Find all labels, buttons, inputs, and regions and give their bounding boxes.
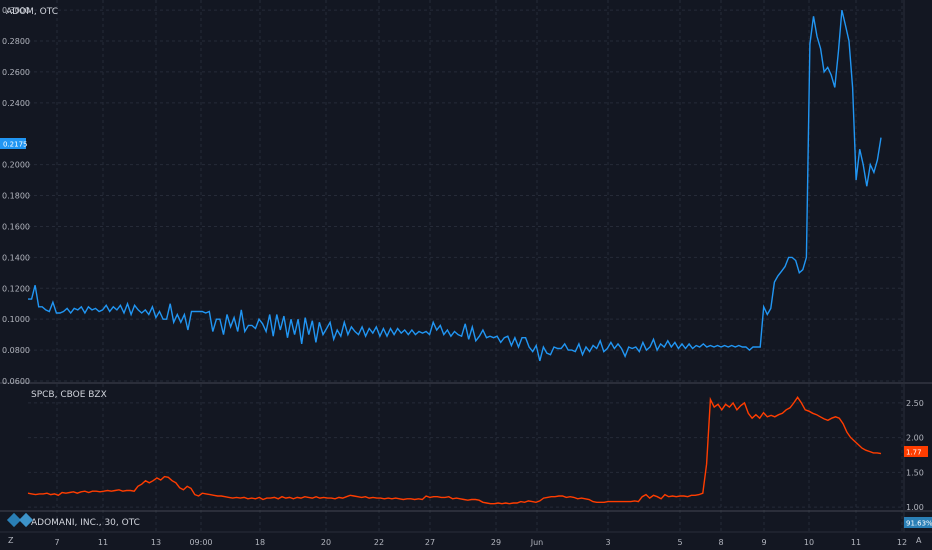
x-tick-label: 29 [491,538,501,547]
adom-y-tick-label: 0.2600 [2,68,30,77]
x-tick-label: 11 [851,538,861,547]
spcb-last-price-badge: 1.77 [904,446,928,457]
adom-price-line[interactable] [28,9,882,362]
adomani-logo-icon [6,512,22,528]
adom-last-price-badge: 0.2175 [0,138,28,149]
time-axis[interactable]: 7 11 13 09:00 18 20 22 27 29 Jun 3 5 8 9 10 11 12 [54,538,907,547]
adom-y-tick-label: 0.1600 [2,222,30,231]
x-tick-label: 22 [374,538,384,547]
adom-y-tick-label: 0.2400 [2,99,30,108]
adom-y-tick-label: 0.2000 [2,161,30,170]
spcb-y-tick-label: 2.50 [906,399,924,408]
x-tick-label: 3 [605,538,610,547]
spcb-pane-title: SPCB, CBOE BZX [31,390,107,400]
svg-text:0.2175: 0.2175 [3,141,28,149]
adom-y-tick-label: 0.1000 [2,315,30,324]
x-tick-label: 27 [425,538,435,547]
spcb-y-tick-label: 1.50 [906,468,924,477]
spcb-y-tick-label: 1.00 [906,503,924,512]
adomani-pane-title: ADOMANI, INC., 30, OTC [31,518,140,528]
zoom-icon[interactable]: Z [8,536,14,545]
x-tick-label: 13 [151,538,161,547]
adom-y-tick-label: 0.0600 [2,377,30,386]
x-tick-label: 7 [54,538,59,547]
x-tick-label: 12 [897,538,907,547]
adom-y-tick-label: 0.2800 [2,37,30,46]
svg-text:1.77: 1.77 [906,449,922,457]
adom-price-axis[interactable]: 0.0600 0.0800 0.1000 0.1200 0.1400 0.1600 0.18… [2,6,30,386]
x-tick-label: 9 [761,538,766,547]
auto-scale-icon[interactable]: A [916,536,922,545]
grid-lines [28,0,904,532]
x-tick-label: 5 [677,538,682,547]
adomani-last-value-badge: 91.63% [904,517,932,528]
x-tick-label: 10 [804,538,814,547]
adom-y-tick-label: 0.3000 [2,6,30,15]
x-tick-label: 09:00 [189,538,212,547]
spcb-price-line[interactable] [27,396,882,505]
adom-y-tick-label: 0.1800 [2,192,30,201]
adom-pane-title: ADOM, OTC [6,7,58,17]
adom-y-tick-label: 0.1200 [2,284,30,293]
adom-y-tick-label: 0.0800 [2,346,30,355]
x-tick-label: 20 [321,538,331,547]
spcb-price-axis[interactable]: 1.00 1.50 2.00 2.50 [906,399,924,512]
x-tick-label: 11 [98,538,108,547]
adom-y-tick-label: 0.1400 [2,253,30,262]
spcb-y-tick-label: 2.00 [906,434,924,443]
svg-text:91.63%: 91.63% [906,520,932,528]
x-tick-label: 8 [718,538,723,547]
adomani-logo-icon [18,512,34,528]
x-tick-label: Jun [530,538,544,547]
x-tick-label: 18 [255,538,265,547]
